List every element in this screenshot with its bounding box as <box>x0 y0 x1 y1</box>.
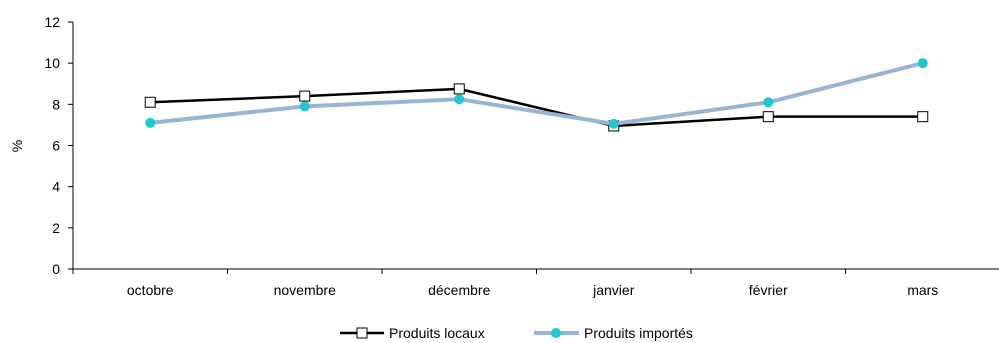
data-point <box>145 117 156 128</box>
y-tick-label: 6 <box>52 138 60 154</box>
series-produits-importes <box>145 58 928 129</box>
data-point <box>299 90 311 102</box>
legend-label-produits-importes: Produits importés <box>584 325 693 341</box>
x-tick-label: décembre <box>428 282 490 298</box>
x-tick-label: octobre <box>127 282 174 298</box>
legend-item-produits-importes: Produits importés <box>534 325 693 341</box>
series-line <box>150 61 924 126</box>
y-tick-label: 8 <box>52 96 60 112</box>
data-point <box>144 96 156 108</box>
x-tick-label: mars <box>907 282 938 298</box>
y-tick-label: 10 <box>44 55 60 71</box>
x-ticks: octobre novembre décembre janvier février mar… <box>72 269 938 298</box>
data-point <box>608 118 619 129</box>
y-tick-label: 2 <box>52 220 60 236</box>
legend-label-produits-locaux: Produits locaux <box>389 325 485 341</box>
y-tick-label: 4 <box>52 179 60 195</box>
data-point <box>762 111 774 123</box>
data-point <box>453 83 465 95</box>
data-point <box>917 111 929 123</box>
data-point <box>763 97 774 108</box>
x-tick-label: novembre <box>274 282 336 298</box>
legend-marker-produits-importes <box>551 328 561 338</box>
x-tick-label: février <box>749 282 788 298</box>
x-tick-label: janvier <box>592 282 635 298</box>
data-point <box>917 58 928 69</box>
y-ticks: 0 2 4 6 8 10 12 <box>44 14 73 277</box>
series-layer <box>144 58 929 132</box>
legend-item-produits-locaux: Produits locaux <box>340 325 485 341</box>
axes <box>72 22 999 270</box>
y-tick-label: 0 <box>52 261 60 277</box>
series-line <box>150 87 923 128</box>
legend: Produits locaux Produits importés <box>340 325 693 341</box>
data-point <box>454 94 465 105</box>
y-tick-label: 12 <box>44 14 60 30</box>
data-point <box>299 101 310 112</box>
y-axis-title: % <box>9 140 25 152</box>
legend-marker-produits-locaux <box>356 327 368 339</box>
